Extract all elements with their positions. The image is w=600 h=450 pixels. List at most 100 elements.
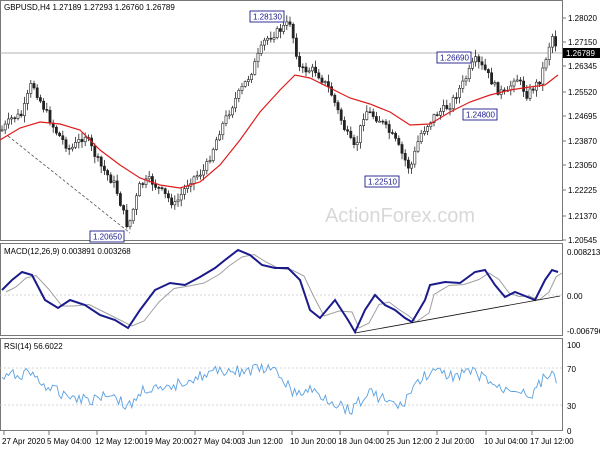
candle-body [211, 149, 215, 161]
candle-body [541, 67, 545, 85]
candle-body [387, 124, 391, 133]
candle-body [422, 131, 426, 134]
candle-body [342, 120, 346, 130]
candle-body [522, 80, 526, 92]
price-callout-label: 1.22510 [368, 178, 397, 187]
candle-body [390, 132, 394, 134]
time-tick-label: 12 May 12:00 [95, 437, 144, 446]
candle-body [493, 82, 497, 85]
price-callout-box [436, 51, 472, 64]
candle-body [272, 37, 276, 40]
candle-body [467, 68, 471, 80]
main-panel-frame [0, 0, 563, 241]
candle-body [432, 114, 436, 123]
candle-body [29, 83, 33, 94]
candle-body [259, 44, 263, 54]
rsi-axis-label: 70 [567, 365, 576, 374]
candle-body [240, 86, 244, 91]
time-tick-label: 18 Jun 04:00 [338, 437, 385, 446]
candle-body [294, 37, 298, 57]
candle-body [435, 114, 439, 116]
candle-body [461, 80, 465, 89]
candle-body [262, 39, 266, 46]
candle-body [80, 139, 84, 143]
candle-body [406, 159, 410, 169]
candle-body [330, 86, 334, 96]
candle-body [26, 93, 30, 104]
candle-body [362, 119, 366, 127]
candle-body [176, 199, 180, 203]
candle-body [58, 132, 62, 137]
candle-body [7, 118, 10, 125]
candle-body [288, 21, 292, 25]
time-tick-label: 10 Jun 20:00 [290, 437, 337, 446]
candle-body [83, 137, 87, 143]
candle-body [352, 137, 356, 146]
candle-body [42, 100, 46, 110]
candle-body [266, 37, 270, 41]
current-price-box [563, 48, 600, 58]
time-tick-label: 10 Jul 04:00 [484, 437, 528, 446]
price-callout-label: 1.24800 [466, 111, 495, 120]
candle-body [419, 133, 423, 142]
candle-body [151, 176, 154, 185]
price-callout-box [89, 230, 125, 243]
candle-body [138, 183, 142, 197]
price-callout-box [364, 175, 400, 188]
price-tick-label: 1.27150 [568, 38, 597, 47]
candle-body [45, 109, 49, 111]
candle-body [119, 193, 122, 206]
candle-body [512, 80, 516, 87]
candle-body [464, 78, 468, 82]
candle-body [16, 113, 20, 119]
candle-body [451, 97, 455, 110]
price-callout-label: 1.26690 [440, 54, 469, 63]
candle-body [160, 187, 164, 189]
candle-body [243, 81, 247, 87]
time-tick-label: 19 May 20:00 [144, 437, 193, 446]
candle-body [61, 135, 65, 140]
candle-body [445, 105, 449, 110]
candle-body [474, 56, 478, 63]
candle-body [64, 139, 68, 149]
candle-body [135, 195, 138, 210]
candle-body [234, 98, 238, 109]
candle-body [442, 105, 446, 112]
candle-body [384, 121, 388, 125]
candle-body [298, 56, 302, 68]
candle-body [458, 88, 462, 98]
time-tick-label: 25 Jun 12:00 [386, 437, 433, 446]
price-tick-label: 1.24695 [568, 112, 597, 121]
candle-body [355, 142, 359, 146]
candle-body [54, 126, 58, 134]
rsi-axis-label: 100 [567, 341, 581, 350]
candle-body [157, 187, 161, 189]
candle-body [346, 129, 350, 132]
candle-body [221, 123, 225, 136]
candle-body [429, 122, 433, 127]
candle-body [205, 161, 209, 171]
candle-body [147, 176, 151, 180]
candle-body [141, 183, 145, 185]
candle-body [13, 117, 17, 120]
candle-body [218, 134, 222, 141]
candle-body [518, 79, 522, 82]
candle-body [269, 37, 273, 40]
candle-body [275, 28, 279, 38]
candle-body [285, 21, 289, 26]
price-axis: 1.28020 1.27150 1.26345 1.25520 1.24695 1.238… [562, 14, 597, 245]
candle-body [544, 59, 548, 69]
candle-body [19, 113, 23, 117]
current-price-tag: 1.26789 [563, 48, 600, 58]
candle-body [96, 156, 100, 158]
candle-body [314, 66, 318, 74]
candle-body [477, 56, 481, 63]
candle-body [470, 61, 474, 69]
price-tick-label: 1.20545 [568, 236, 597, 245]
candle-body [183, 188, 186, 195]
price-callouts: 1.28130 1.26690 1.24800 1.22510 1.20650 [89, 10, 498, 243]
time-tick-label: 27 May 04:00 [193, 437, 242, 446]
candle-body [323, 81, 327, 83]
macd-panel-frame [0, 243, 563, 336]
